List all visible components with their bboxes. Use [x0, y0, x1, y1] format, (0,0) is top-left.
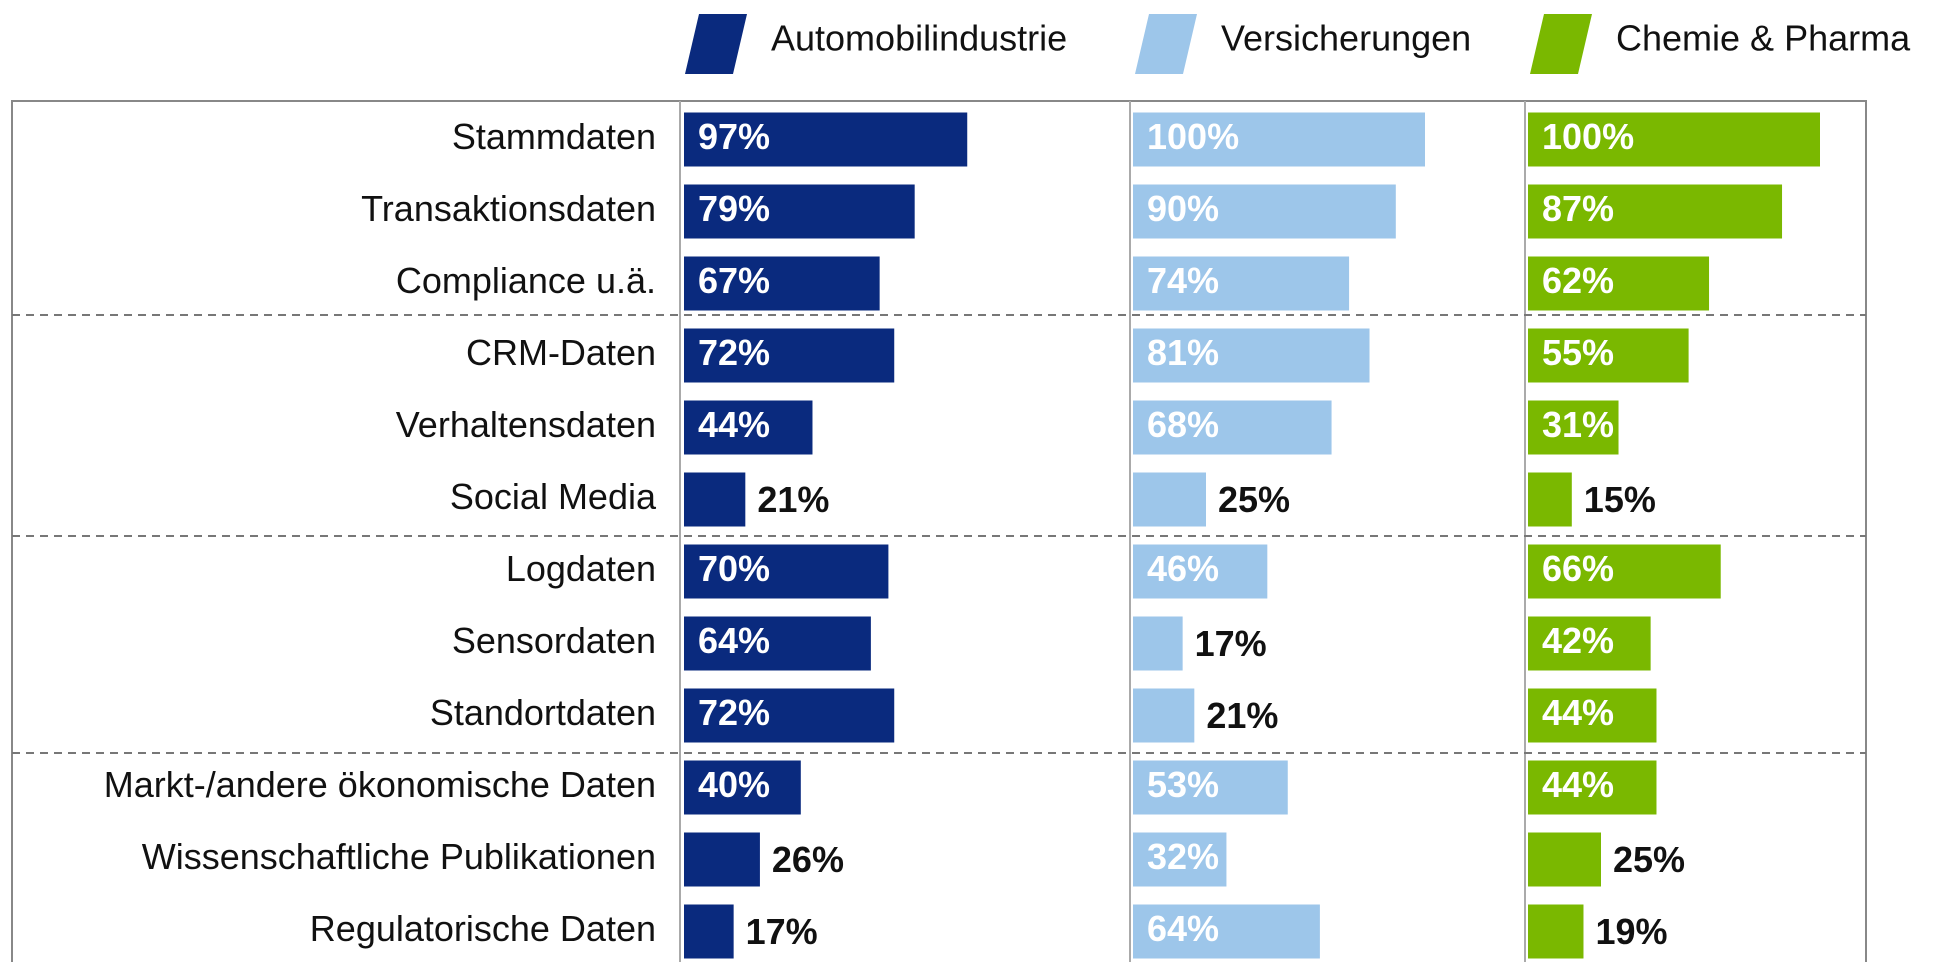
data-label: 44% — [1542, 692, 1614, 733]
data-label: 97% — [698, 116, 770, 157]
category-label: Regulatorische Daten — [310, 908, 656, 949]
bar — [1528, 760, 1657, 815]
bar — [1133, 760, 1288, 815]
category-label: Sensordaten — [452, 620, 656, 661]
bar — [1528, 688, 1657, 743]
bar — [684, 616, 871, 671]
bar — [684, 328, 895, 383]
data-label: 100% — [1542, 116, 1634, 157]
bar — [1133, 184, 1396, 239]
data-label: 46% — [1147, 548, 1219, 589]
category-label: CRM-Daten — [466, 332, 656, 373]
bar — [1528, 400, 1619, 455]
bar — [1133, 904, 1320, 959]
data-label: 19% — [1595, 911, 1667, 952]
data-label: 32% — [1147, 836, 1219, 877]
bar — [1528, 832, 1601, 887]
legend-label: Chemie & Pharma — [1616, 18, 1911, 59]
data-label: 62% — [1542, 260, 1614, 301]
category-label: Standortdaten — [430, 692, 656, 733]
bar — [1528, 184, 1783, 239]
data-label: 53% — [1147, 764, 1219, 805]
data-label: 100% — [1147, 116, 1239, 157]
category-label: Verhaltensdaten — [396, 404, 656, 445]
data-label: 81% — [1147, 332, 1219, 373]
bar — [684, 832, 760, 887]
data-label: 74% — [1147, 260, 1219, 301]
bar — [1528, 616, 1651, 671]
data-label: 64% — [698, 620, 770, 661]
category-label: Transaktionsdaten — [361, 188, 656, 229]
legend-label: Versicherungen — [1221, 18, 1471, 59]
data-label: 21% — [757, 479, 829, 520]
bar — [684, 184, 915, 239]
bar — [1133, 112, 1425, 167]
category-label: Markt-/andere ökonomische Daten — [104, 764, 656, 805]
legend-swatch — [1530, 14, 1592, 74]
bar — [1133, 688, 1195, 743]
bar — [1133, 616, 1183, 671]
bar — [684, 472, 746, 527]
bar — [1133, 472, 1206, 527]
bar — [684, 688, 895, 743]
bar — [684, 904, 734, 959]
bar — [1528, 472, 1572, 527]
data-label: 26% — [772, 839, 844, 880]
data-label: 17% — [1195, 623, 1267, 664]
bar — [1528, 256, 1710, 311]
data-label: 42% — [1542, 620, 1614, 661]
data-label: 90% — [1147, 188, 1219, 229]
category-label: Logdaten — [506, 548, 656, 589]
bar — [1133, 400, 1332, 455]
bar — [1133, 328, 1370, 383]
data-label: 31% — [1542, 404, 1614, 445]
bar — [684, 112, 968, 167]
category-label: Wissenschaftliche Publikationen — [142, 836, 656, 877]
bar — [1528, 544, 1721, 599]
bar — [1528, 112, 1820, 167]
bar — [1133, 256, 1350, 311]
bar — [1133, 544, 1268, 599]
data-label: 25% — [1218, 479, 1290, 520]
data-label: 79% — [698, 188, 770, 229]
bar — [1528, 328, 1689, 383]
data-label: 66% — [1542, 548, 1614, 589]
data-label: 67% — [698, 260, 770, 301]
data-label: 70% — [698, 548, 770, 589]
data-label: 21% — [1206, 695, 1278, 736]
legend-swatch — [685, 14, 747, 74]
bar — [684, 760, 801, 815]
category-label: Compliance u.ä. — [396, 260, 656, 301]
data-label: 44% — [1542, 764, 1614, 805]
legend-swatch — [1135, 14, 1197, 74]
data-label: 55% — [1542, 332, 1614, 373]
data-label: 17% — [746, 911, 818, 952]
frame — [11, 100, 1867, 962]
bar — [1528, 904, 1584, 959]
bar — [1133, 832, 1227, 887]
bar — [684, 400, 813, 455]
data-label: 15% — [1584, 479, 1656, 520]
bar — [684, 256, 880, 311]
category-label: Stammdaten — [452, 116, 656, 157]
data-label: 44% — [698, 404, 770, 445]
data-label: 64% — [1147, 908, 1219, 949]
data-label: 72% — [698, 332, 770, 373]
data-label: 72% — [698, 692, 770, 733]
data-label: 40% — [698, 764, 770, 805]
legend-label: Automobilindustrie — [771, 18, 1067, 59]
bar — [684, 544, 889, 599]
data-label: 87% — [1542, 188, 1614, 229]
group-separators — [12, 314, 1866, 754]
data-label: 25% — [1613, 839, 1685, 880]
data-label: 68% — [1147, 404, 1219, 445]
category-label: Social Media — [450, 476, 657, 517]
